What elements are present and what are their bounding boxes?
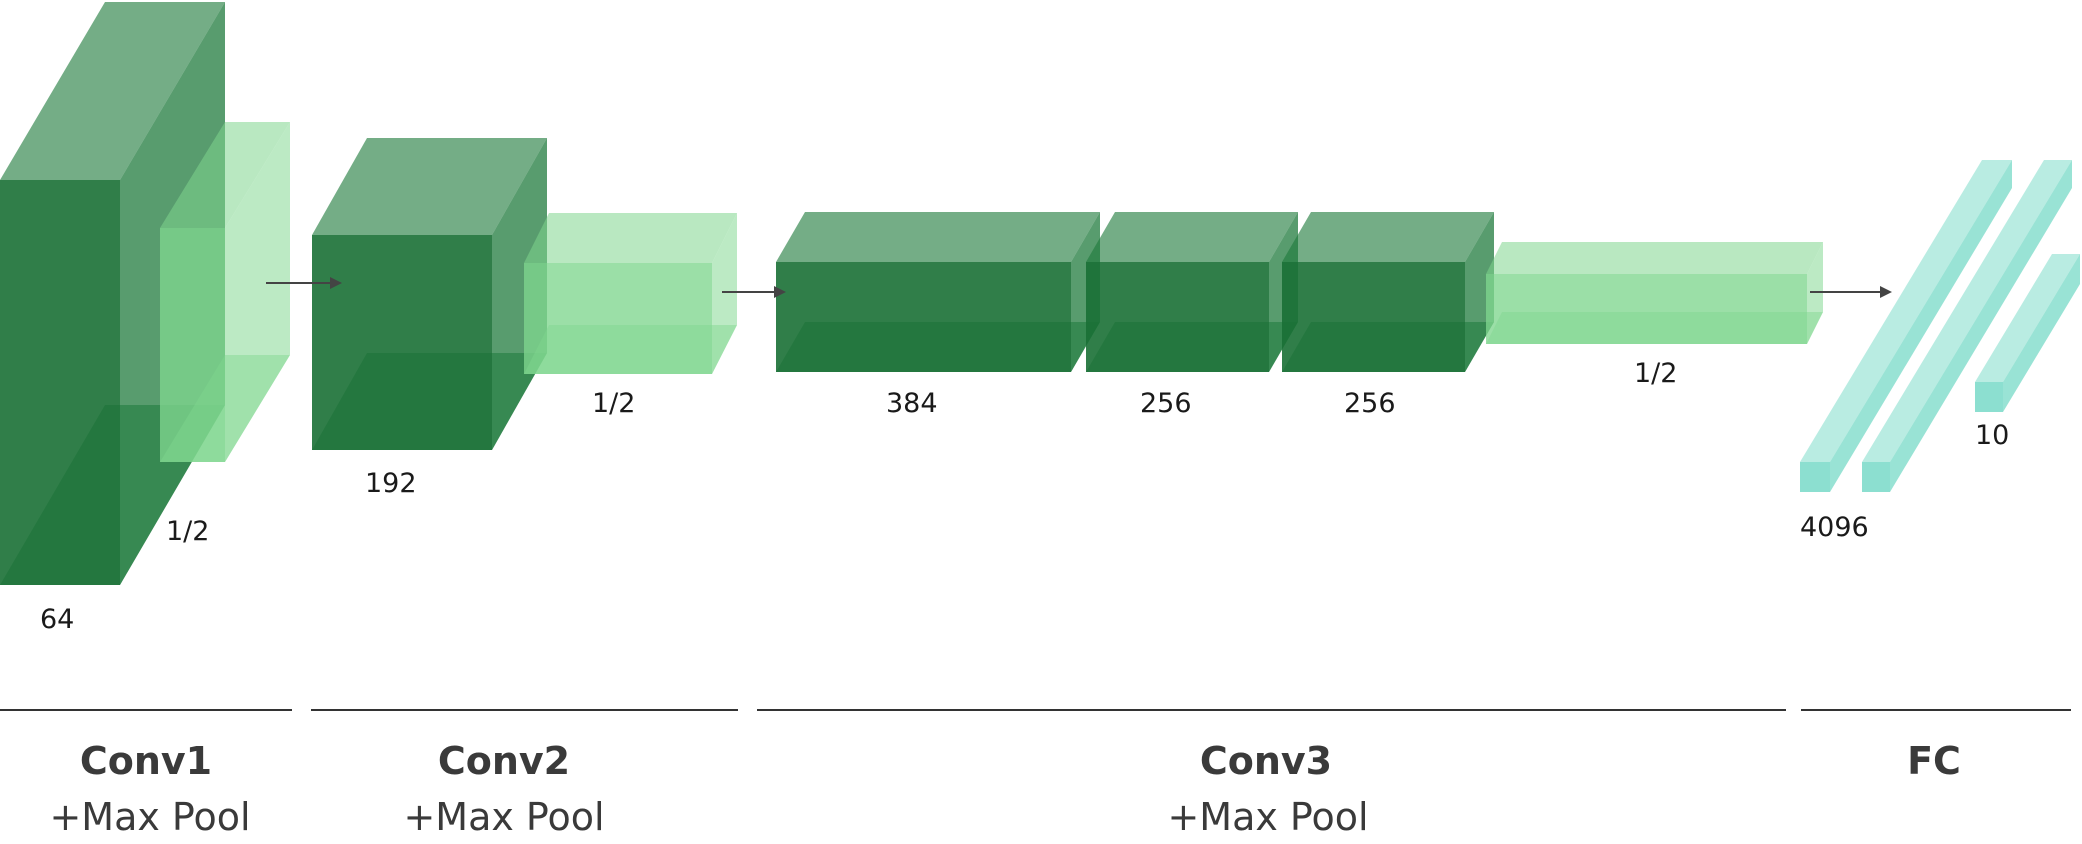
conv1-stage-title: Conv1 [80,739,212,783]
fc3-units-label: 10 [1975,420,2009,451]
fc1-units-label: 4096 [1800,512,1869,543]
fc3-bar [1975,254,2080,412]
conv3a-block [776,212,1100,372]
conv1-depth-label: 64 [40,604,74,635]
pool3-block [1486,242,1823,344]
conv3b-block [1086,212,1298,372]
conv2-stage-title: Conv2 [438,739,570,783]
conv2-depth-label: 192 [365,468,417,499]
conv3b-depth-label: 256 [1140,388,1192,419]
conv2-block [312,138,547,450]
conv2-stage-subtitle: +Max Pool [403,795,604,839]
pool1-block [160,122,290,462]
fc2-bar [1862,160,2072,492]
conv3c-block [1282,212,1494,372]
pool2-block [524,213,737,374]
pool1-ratio-label: 1/2 [166,516,209,547]
conv3c-depth-label: 256 [1344,388,1396,419]
pool2-ratio-label: 1/2 [592,388,635,419]
fc-stage-title: FC [1907,739,1961,783]
pool3-ratio-label: 1/2 [1634,358,1677,389]
fc1-bar [1800,160,2012,492]
conv3a-depth-label: 384 [886,388,938,419]
conv3-stage-title: Conv3 [1200,739,1332,783]
conv3-stage-subtitle: +Max Pool [1167,795,1368,839]
conv1-stage-subtitle: +Max Pool [49,795,250,839]
